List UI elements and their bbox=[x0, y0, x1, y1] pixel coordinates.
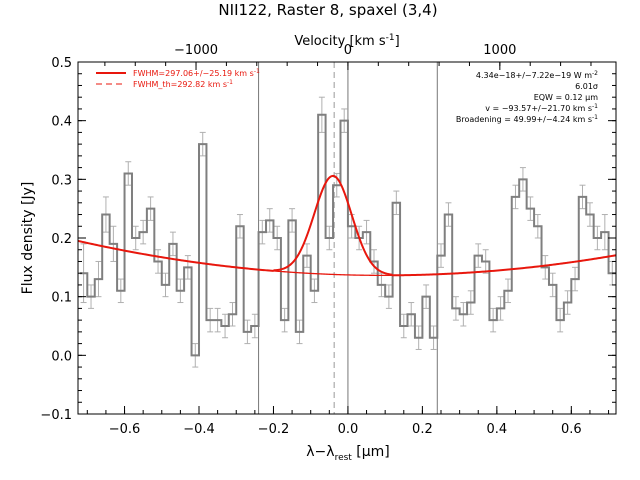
annotation-sup-3: -1 bbox=[592, 103, 598, 110]
legend-label-1: FWHM_th=292.82 km s-1 bbox=[133, 79, 233, 89]
legend-label-main-1: FWHM_th=292.82 km s bbox=[133, 80, 227, 89]
y-tick-label-0: −0.1 bbox=[40, 408, 72, 423]
fit-gaussian-curve bbox=[77, 174, 617, 277]
legend-label-0: FWHM=297.06+/−25.19 km s-1 bbox=[133, 68, 260, 78]
y-tick-label-5: 0.4 bbox=[51, 115, 72, 130]
svg-text:Velocity [km s-1]: Velocity [km s-1] bbox=[294, 33, 399, 49]
annotation-line-2: EQW = 0.12 μm bbox=[534, 93, 598, 102]
y-tick-label-6: 0.5 bbox=[51, 56, 72, 71]
top-axis-ticks: −1000 0 1000 bbox=[104, 43, 592, 70]
fit-annotations: 4.34e−18+/−7.22e−19 W m-2 6.01σ EQW = 0.12… bbox=[456, 70, 598, 124]
x-tick-label-0: −0.6 bbox=[109, 422, 141, 437]
x-axis-label-unit: [μm] bbox=[352, 444, 390, 460]
y-axis-label: Flux density [Jy] bbox=[20, 182, 36, 295]
x-tick-label-4: 0.2 bbox=[412, 422, 433, 437]
top-tick-label-0: −1000 bbox=[174, 43, 218, 58]
annotation-main-0: 4.34e−18+/−7.22e−19 W m bbox=[476, 71, 592, 80]
x-tick-label-1: −0.4 bbox=[183, 422, 215, 437]
annotation-main-1: 6.01σ bbox=[575, 82, 598, 91]
annotation-main-3: v = −93.57+/−21.70 km s bbox=[485, 104, 592, 113]
x-tick-label-5: 0.4 bbox=[487, 422, 508, 437]
annotation-line-0: 4.34e−18+/−7.22e−19 W m-2 bbox=[476, 70, 598, 80]
annotation-line-3: v = −93.57+/−21.70 km s-1 bbox=[485, 103, 598, 113]
y-tick-label-2: 0.1 bbox=[51, 291, 72, 306]
legend-label-sup-0: -1 bbox=[254, 68, 260, 75]
top-axis-label-end: ] bbox=[395, 34, 400, 49]
y-tick-label-3: 0.2 bbox=[51, 232, 72, 247]
chart-title: NII122, Raster 8, spaxel (3,4) bbox=[218, 1, 437, 19]
x-axis-label-sub: rest bbox=[335, 453, 353, 463]
annotation-line-1: 6.01σ bbox=[575, 82, 598, 91]
svg-text:λ−λrest [μm]: λ−λrest [μm] bbox=[306, 444, 390, 463]
x-tick-label-2: −0.2 bbox=[258, 422, 290, 437]
annotation-sup-0: -2 bbox=[592, 70, 598, 77]
annotation-sup-4: -1 bbox=[592, 114, 598, 121]
y-tick-label-4: 0.3 bbox=[51, 173, 72, 188]
annotation-main-2: EQW = 0.12 μm bbox=[534, 93, 598, 102]
top-tick-label-2: 1000 bbox=[483, 43, 516, 58]
top-axis-label-sup: -1 bbox=[386, 33, 395, 43]
x-axis-label: λ−λrest [μm] bbox=[306, 444, 390, 463]
x-axis-ticks: −0.6 −0.4 −0.2 0.0 0.2 0.4 0.6 bbox=[86, 406, 610, 437]
legend: FWHM=297.06+/−25.19 km s-1FWHM_th=292.82… bbox=[96, 68, 260, 89]
x-tick-label-6: 0.6 bbox=[561, 422, 582, 437]
annotation-main-4: Broadening = 49.99+/−4.24 km s bbox=[456, 115, 592, 124]
legend-label-sup-1: -1 bbox=[227, 79, 233, 86]
annotation-line-4: Broadening = 49.99+/−4.24 km s-1 bbox=[456, 114, 598, 124]
x-axis-label-main: λ−λ bbox=[306, 444, 334, 460]
legend-label-main-0: FWHM=297.06+/−25.19 km s bbox=[133, 69, 254, 78]
top-tick-label-1: 0 bbox=[344, 43, 352, 58]
x-tick-label-3: 0.0 bbox=[338, 422, 359, 437]
top-axis-label: Velocity [km s-1] bbox=[294, 33, 399, 49]
top-axis-label-main: Velocity [km s bbox=[294, 34, 386, 49]
y-tick-label-1: 0.0 bbox=[51, 349, 72, 364]
y-axis-ticks: −0.1 0.0 0.1 0.2 0.3 0.4 0.5 bbox=[40, 56, 616, 423]
